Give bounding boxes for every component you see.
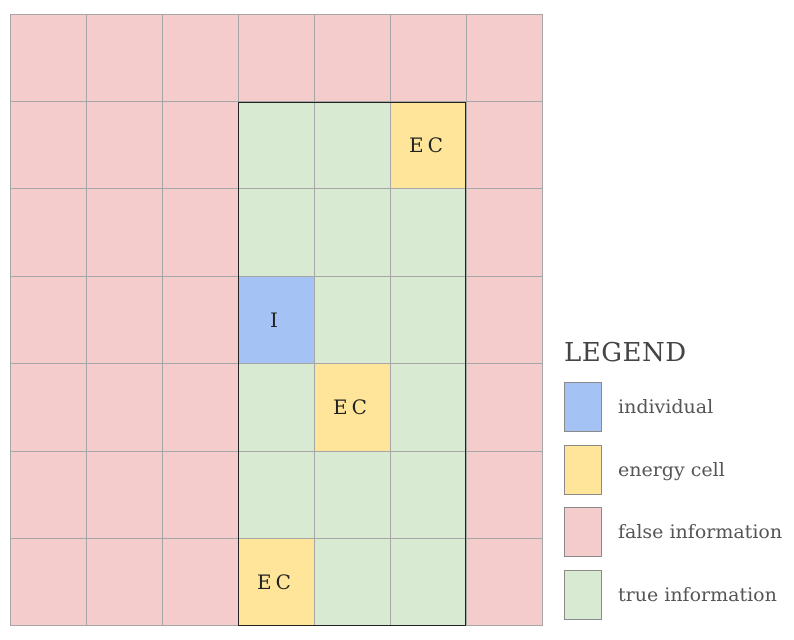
grid-cell-true-information	[313, 275, 391, 365]
legend-swatch-individual	[564, 382, 602, 432]
grid-cell-false-information	[465, 100, 543, 190]
legend-swatch-false-information	[564, 507, 602, 557]
legend-label-energy-cell: energy cell	[618, 458, 725, 481]
game-grid: EC I EC EC	[9, 13, 543, 627]
grid-cell-energy-cell: EC	[389, 100, 467, 190]
grid-cell-true-information	[313, 450, 391, 540]
grid-cell-false-information	[237, 13, 315, 102]
grid-cell-false-information	[313, 13, 391, 102]
grid-cell-false-information	[161, 188, 239, 277]
grid-cell-false-information	[161, 100, 239, 190]
grid-cell-true-information	[237, 188, 315, 277]
grid-cell-true-information	[389, 450, 467, 540]
legend-swatch-energy-cell	[564, 444, 602, 495]
legend-title: LEGEND	[564, 338, 687, 368]
grid-cell-true-information	[313, 100, 391, 190]
grid-cell-false-information	[9, 275, 87, 365]
grid-cell-false-information	[9, 13, 87, 102]
grid-cell-false-information	[161, 450, 239, 540]
grid-cell-false-information	[85, 275, 163, 365]
grid-cell-false-information	[161, 538, 239, 627]
legend-label-individual: individual	[618, 396, 714, 418]
grid-cell-false-information	[85, 450, 163, 540]
grid-cell-energy-cell: EC	[237, 538, 315, 627]
grid-cell-energy-cell: EC	[313, 363, 391, 452]
legend-item-individual: individual	[564, 382, 789, 432]
grid-cell-false-information	[85, 13, 163, 102]
grid-cell-true-information	[313, 538, 391, 627]
grid-cell-false-information	[85, 538, 163, 627]
grid-cell-false-information	[161, 363, 239, 452]
legend-label-true-information: true information	[618, 583, 777, 606]
legend: LEGEND individual energy cell false info…	[564, 338, 789, 632]
grid-cell-false-information	[389, 13, 467, 102]
grid-cell-false-information	[9, 363, 87, 452]
grid-cell-true-information	[237, 450, 315, 540]
grid-cell-false-information	[9, 450, 87, 540]
grid-cell-false-information	[9, 100, 87, 190]
legend-item-energy-cell: energy cell	[564, 444, 789, 495]
grid-cell-true-information	[313, 188, 391, 277]
grid-cell-false-information	[465, 450, 543, 540]
grid-cell-false-information	[9, 188, 87, 277]
legend-item-false-information: false information	[564, 507, 789, 557]
grid-cell-true-information	[237, 363, 315, 452]
grid-cell-false-information	[465, 275, 543, 365]
grid-cell-false-information	[465, 188, 543, 277]
grid-cell-false-information	[465, 538, 543, 627]
grid-cell-false-information	[85, 188, 163, 277]
grid-cell-true-information	[389, 363, 467, 452]
grid-cell-true-information	[237, 100, 315, 190]
grid-cell-true-information	[389, 275, 467, 365]
grid-cell-false-information	[465, 13, 543, 102]
legend-item-true-information: true information	[564, 569, 789, 620]
legend-swatch-true-information	[564, 569, 602, 620]
grid-cell-true-information	[389, 188, 467, 277]
grid-cell-individual: I	[237, 275, 315, 365]
grid-cell-false-information	[161, 275, 239, 365]
grid-cell-false-information	[161, 13, 239, 102]
legend-label-false-information: false information	[618, 521, 783, 543]
grid-cell-false-information	[9, 538, 87, 627]
grid-cell-true-information	[389, 538, 467, 627]
grid-cell-false-information	[85, 363, 163, 452]
grid-cell-false-information	[465, 363, 543, 452]
grid-cell-false-information	[85, 100, 163, 190]
